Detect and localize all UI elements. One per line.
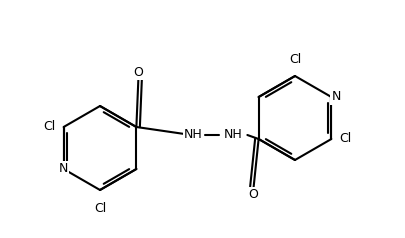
Text: N: N <box>330 90 340 104</box>
Text: Cl: Cl <box>43 120 55 134</box>
Text: NH: NH <box>183 129 202 142</box>
Text: Cl: Cl <box>339 133 351 145</box>
Text: O: O <box>133 65 143 79</box>
Text: Cl: Cl <box>94 202 106 215</box>
Text: Cl: Cl <box>288 53 301 66</box>
Text: O: O <box>248 188 258 202</box>
Text: N: N <box>59 163 68 175</box>
Text: NH: NH <box>224 129 242 142</box>
